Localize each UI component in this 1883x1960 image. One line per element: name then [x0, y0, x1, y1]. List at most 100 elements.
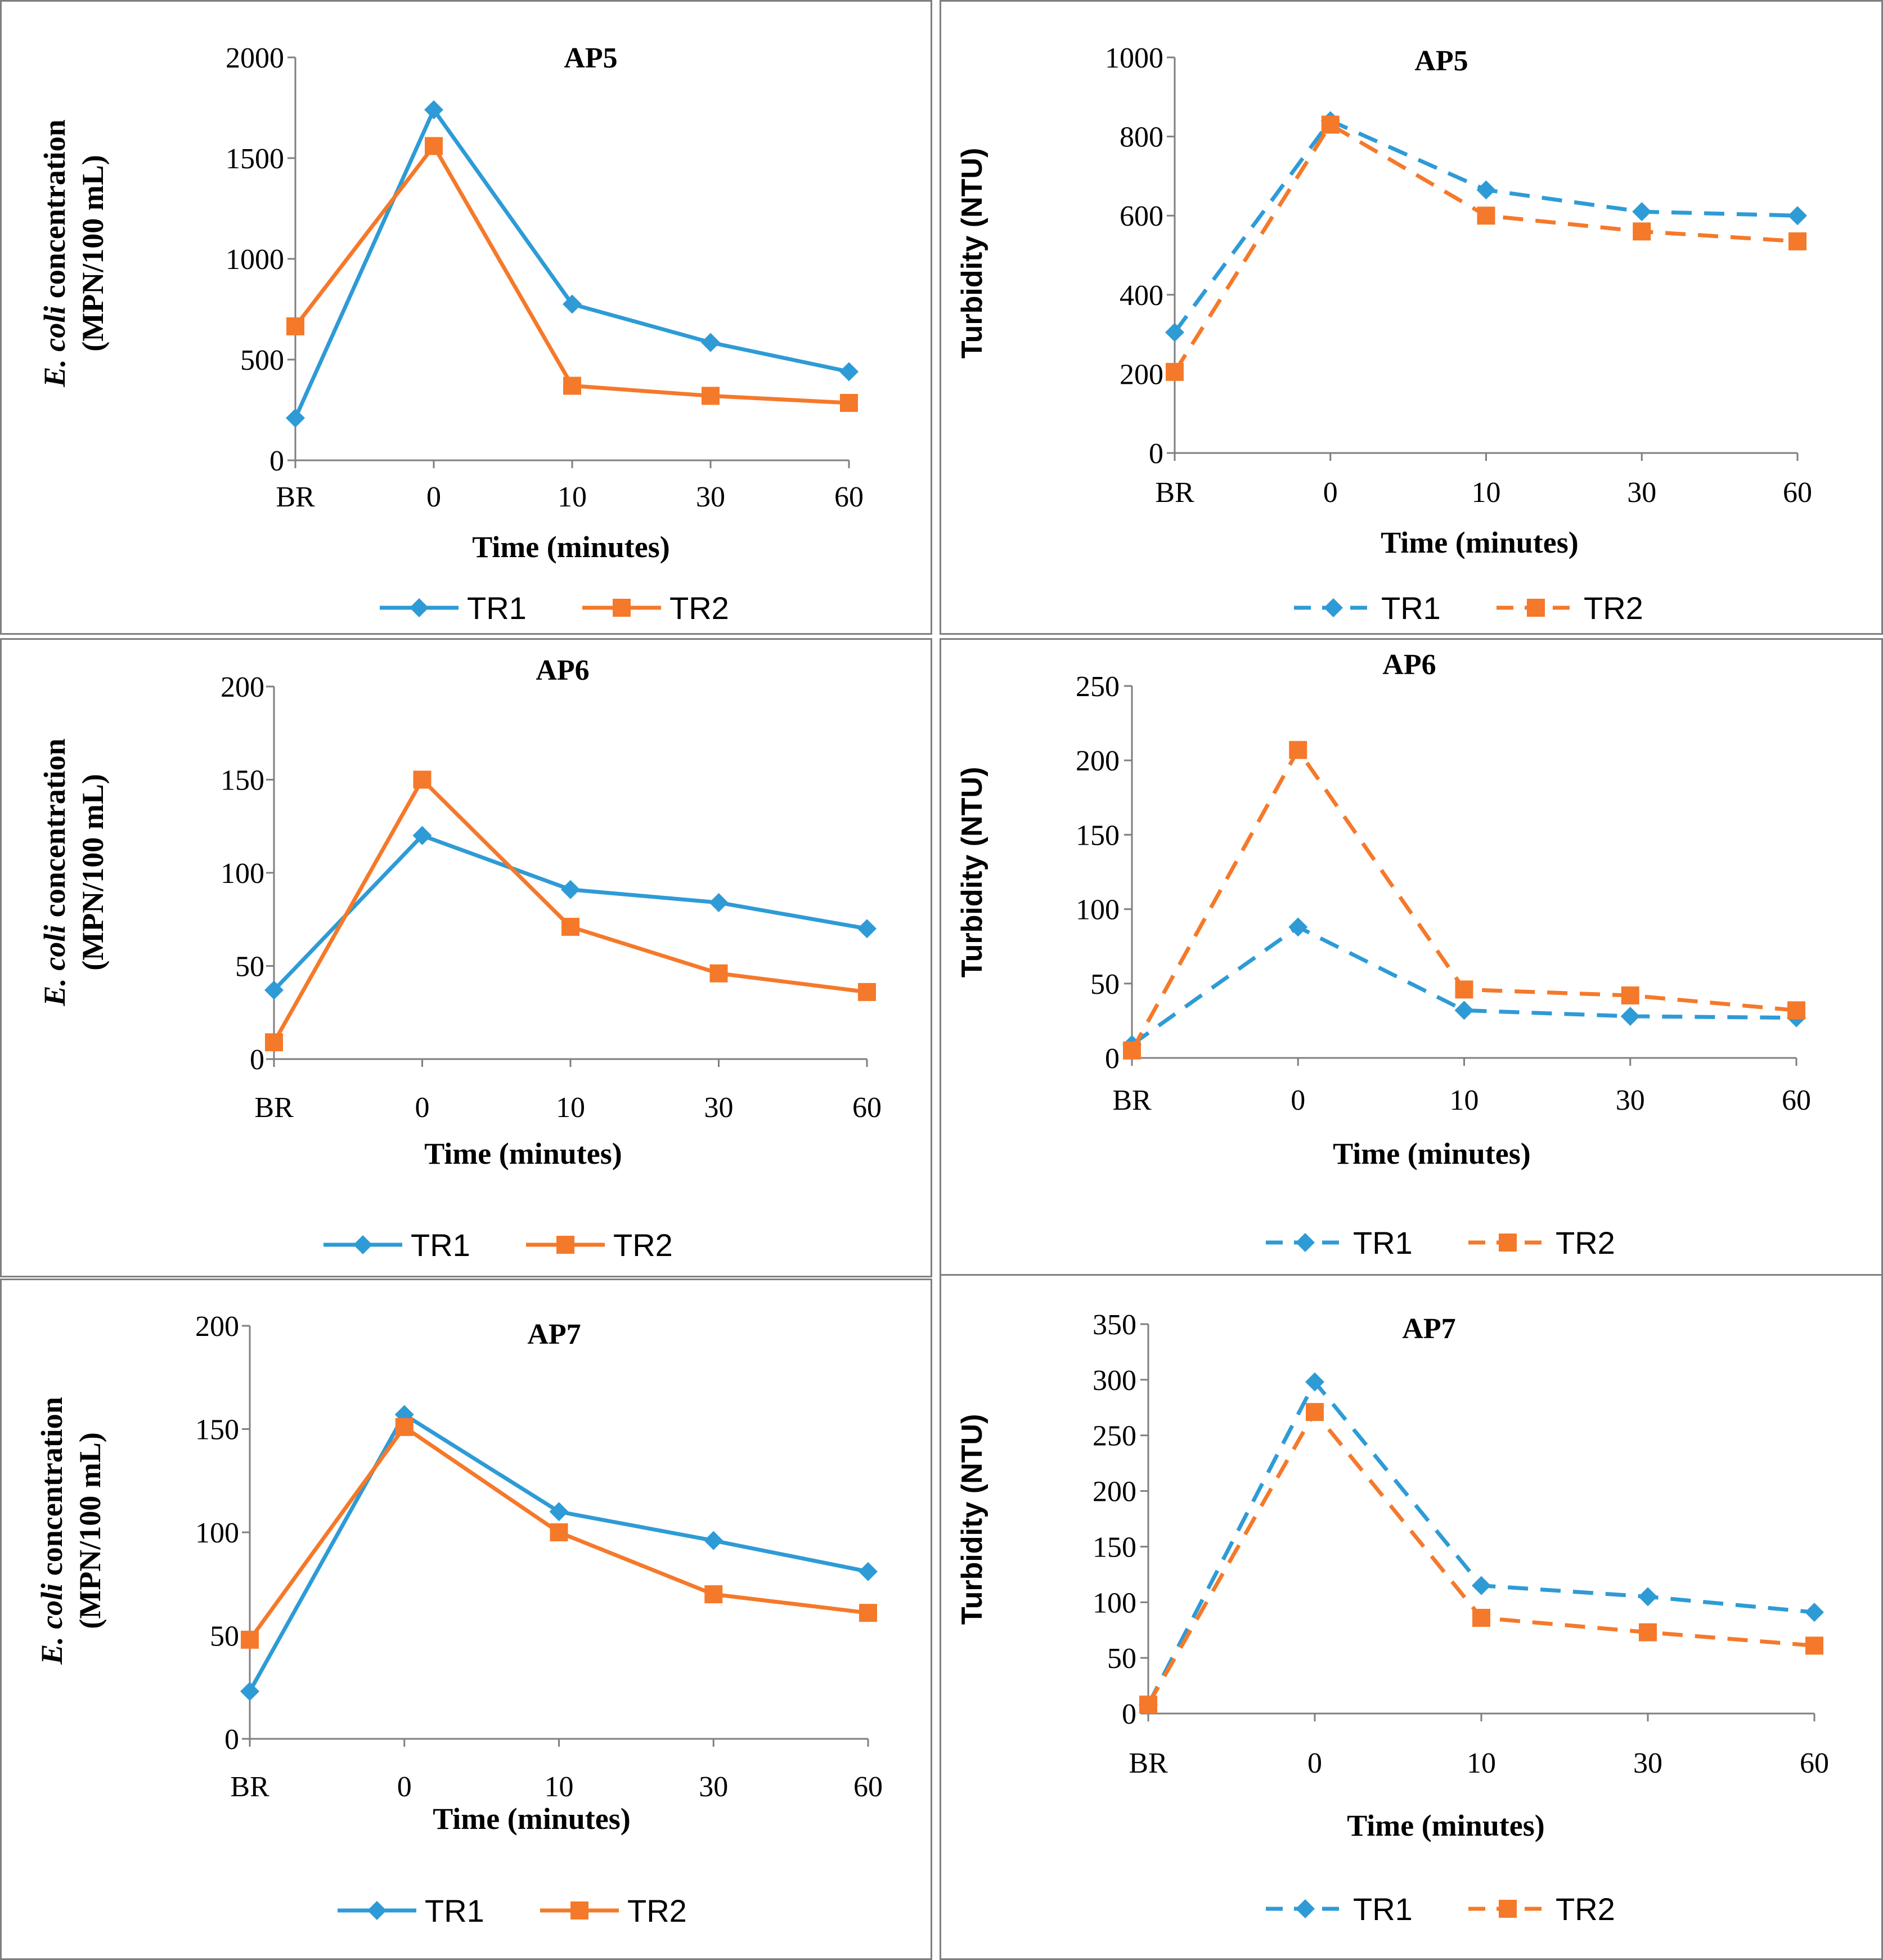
- y-axis-title-italic: E. coli: [38, 925, 71, 1007]
- x-tick-label: 10: [556, 1092, 585, 1124]
- data-point-tr2-10: [1477, 207, 1495, 225]
- y-axis-title-line1: E. coli concentration: [38, 738, 71, 1006]
- x-axis-title: Time (minutes): [424, 1137, 622, 1170]
- data-point-tr2-br: [1166, 362, 1184, 381]
- data-point-tr2-br: [241, 1630, 259, 1649]
- data-point-tr2-0: [413, 770, 432, 789]
- data-point-tr2-30: [1633, 222, 1651, 241]
- x-tick-label: 30: [1616, 1084, 1645, 1116]
- y-tick-label: 250: [1076, 671, 1120, 703]
- x-tick-label: BR: [254, 1092, 294, 1124]
- data-point-tr2-0: [1289, 741, 1307, 759]
- y-axis-title-line1: E. coli concentration: [35, 1397, 69, 1665]
- y-axis-title-italic: E. coli: [38, 306, 71, 388]
- data-point-tr2-60: [858, 983, 876, 1001]
- data-point-tr1-10: [549, 1502, 569, 1522]
- data-point-tr1-30: [1620, 1006, 1640, 1026]
- legend-label-tr2: TR2: [613, 1227, 673, 1263]
- legend-label-tr1: TR1: [467, 590, 527, 626]
- data-point-tr1-10: [1454, 1001, 1474, 1020]
- x-tick-label: BR: [1112, 1084, 1152, 1116]
- data-point-tr1-10: [561, 880, 580, 899]
- data-point-tr1-30: [709, 892, 729, 912]
- chart-panel-turbidity-ap6: 0 50 100 150 200 250 BR 0 10 30 60 AP6 Time (minutes…: [940, 638, 1883, 1279]
- x-tick-label: 30: [699, 1771, 728, 1803]
- y-tick-label: 0: [250, 1044, 264, 1076]
- data-point-tr1-60: [859, 1562, 878, 1581]
- data-point-tr1-60: [857, 919, 877, 939]
- data-point-tr2-br: [1139, 1696, 1157, 1714]
- y-tick-label: 0: [269, 445, 284, 477]
- data-point-tr2-0: [1321, 115, 1340, 134]
- data-point-tr2-60: [859, 1604, 877, 1622]
- x-tick-label: 0: [1291, 1084, 1305, 1116]
- x-tick-label: 0: [397, 1771, 412, 1803]
- x-tick-label: 60: [1800, 1747, 1829, 1779]
- data-point-tr2-br: [265, 1033, 283, 1052]
- chart-title: AP7: [1402, 1313, 1455, 1345]
- chart-panel-ecoli-ap5: 0 500 1000 1500 2000 BR 0 10 30 60 AP5 Time (minute…: [0, 0, 932, 635]
- panel-border: [940, 1274, 1883, 1960]
- legend-label-tr1: TR1: [425, 1893, 484, 1928]
- chart-panel-ecoli-ap7: 0 50 100 150 200 BR 0 10 30 60 AP7 Time (minutes) E.…: [0, 1279, 932, 1960]
- y-tick-label: 150: [195, 1414, 239, 1446]
- legend-marker-tr1: [1296, 1899, 1315, 1918]
- x-tick-label: 0: [1307, 1747, 1322, 1779]
- x-axis-title: Time (minutes): [433, 1802, 630, 1836]
- y-tick-label: 200: [221, 671, 264, 703]
- legend-marker-tr1: [1296, 1233, 1315, 1252]
- y-tick-label: 500: [240, 344, 284, 376]
- y-tick-label: 1500: [226, 143, 284, 175]
- panel-border: [0, 1279, 932, 1960]
- y-tick-label: 0: [1122, 1698, 1136, 1730]
- data-point-tr1-30: [704, 1531, 723, 1550]
- y-tick-label: 800: [1120, 122, 1163, 154]
- y-tick-label: 400: [1120, 280, 1163, 312]
- x-tick-label: BR: [1129, 1747, 1168, 1779]
- chart-title: AP5: [564, 42, 617, 74]
- y-tick-label: 200: [1093, 1476, 1136, 1508]
- legend-marker-tr2: [1499, 1234, 1517, 1252]
- legend-label-tr1: TR1: [1381, 590, 1441, 626]
- y-tick-label: 50: [235, 951, 264, 983]
- data-point-tr2-10: [1472, 1608, 1490, 1627]
- legend: TR1 TR2: [380, 590, 729, 626]
- y-tick-label: 50: [210, 1621, 239, 1653]
- y-axis-title-rest: concentration: [38, 119, 71, 306]
- x-tick-label: 30: [704, 1092, 734, 1124]
- data-point-tr1-10: [1472, 1576, 1491, 1595]
- x-tick-label: 10: [1472, 477, 1501, 509]
- data-point-tr2-br: [1123, 1041, 1141, 1060]
- y-tick-label: 100: [1093, 1587, 1136, 1619]
- x-tick-label: BR: [1155, 477, 1194, 509]
- y-tick-label: 100: [221, 858, 264, 890]
- legend-marker-tr2: [613, 599, 631, 617]
- y-axis-title-rest: concentration: [35, 1397, 69, 1583]
- legend-label-tr2: TR2: [669, 590, 729, 626]
- x-tick-label: 10: [545, 1771, 574, 1803]
- data-point-tr1-0: [1305, 1372, 1324, 1392]
- data-point-tr2-30: [1639, 1623, 1657, 1641]
- y-tick-label: 50: [1107, 1643, 1136, 1675]
- x-tick-label: BR: [276, 481, 315, 513]
- data-point-tr2-0: [1306, 1403, 1324, 1421]
- y-tick-label: 350: [1093, 1309, 1136, 1341]
- data-point-tr2-30: [709, 964, 728, 983]
- x-axis-title: Time (minutes): [1333, 1137, 1530, 1170]
- y-tick-label: 200: [195, 1311, 239, 1343]
- data-point-tr2-10: [563, 376, 581, 395]
- y-tick-label: 250: [1093, 1420, 1136, 1452]
- data-point-tr1-60: [839, 362, 859, 382]
- y-axis-title-text: Turbidity (NTU): [956, 148, 988, 359]
- data-point-tr1-br: [240, 1681, 259, 1701]
- legend-marker-tr1: [353, 1235, 372, 1254]
- legend-label-tr1: TR1: [1353, 1891, 1413, 1927]
- y-axis-title: E. coli concentration (MPN/100 mL): [38, 738, 110, 1006]
- data-point-tr1-10: [1476, 180, 1496, 200]
- x-tick-label: 30: [1633, 1747, 1662, 1779]
- legend-label-tr2: TR2: [1556, 1891, 1615, 1927]
- y-axis-title: Turbidity (NTU): [956, 1414, 988, 1625]
- x-tick-label: 60: [1783, 477, 1812, 509]
- data-point-tr2-10: [1455, 980, 1473, 999]
- legend: TR1 TR2: [1266, 1891, 1615, 1927]
